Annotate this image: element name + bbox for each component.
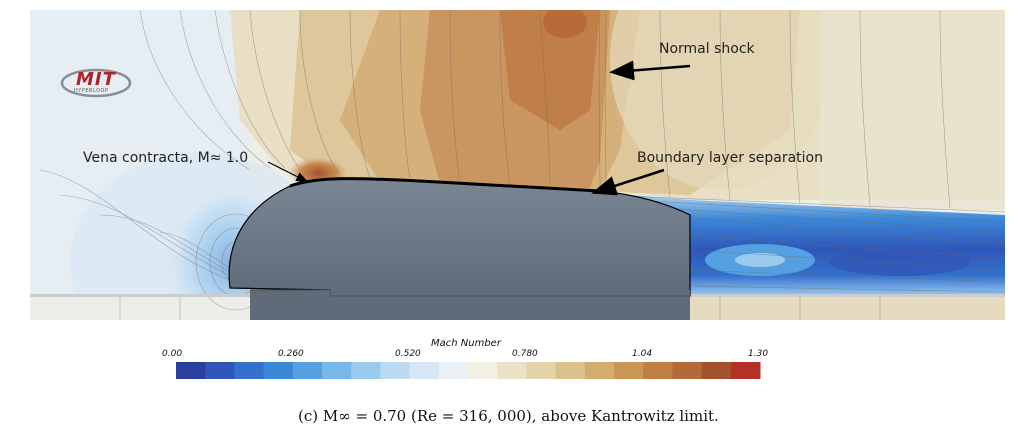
- logo-swoosh-icon: [60, 68, 132, 98]
- colorbar-swatch: [234, 362, 265, 379]
- colorbar-swatch: [380, 362, 411, 379]
- colorbar-tick: 0.780: [512, 349, 538, 359]
- colorbar-swatch: [263, 362, 294, 379]
- mit-hyperloop-logo: MIT HYPERLOOP: [60, 66, 136, 98]
- colorbar-swatch: [438, 362, 469, 379]
- colorbar-swatch: [730, 362, 761, 379]
- colorbar-swatch: [351, 362, 381, 379]
- vena-contracta-label: Vena contracta, M≈ 1.0: [83, 150, 249, 166]
- colorbar-swatch: [614, 362, 644, 379]
- mach-colorbar: [176, 362, 761, 379]
- colorbar-swatch: [292, 362, 323, 379]
- boundary-layer-arrow: [591, 168, 665, 196]
- colorbar-tick: 1.30: [748, 349, 769, 359]
- logo-text: MIT: [76, 69, 116, 90]
- colorbar-swatch: [526, 362, 557, 379]
- colorbar-swatch: [555, 362, 586, 379]
- colorbar-swatch: [584, 362, 615, 379]
- colorbar-swatch: [176, 362, 206, 379]
- normal-shock-label: Normal shock: [659, 41, 755, 57]
- boundary-layer-label: Boundary layer separation: [637, 150, 823, 166]
- colorbar-swatch: [497, 362, 527, 379]
- colorbar-swatch: [701, 362, 732, 379]
- normal-shock-arrow: [609, 60, 691, 81]
- colorbar-swatch: [409, 362, 440, 379]
- colorbar-swatch: [205, 362, 235, 379]
- colorbar-tick: 0.260: [278, 349, 304, 359]
- colorbar-tick: 1.04: [632, 349, 653, 359]
- logo-subtext: HYPERLOOP: [74, 88, 109, 94]
- colorbar-swatch: [468, 362, 498, 379]
- colorbar-swatch: [322, 362, 352, 379]
- mach-contour-field: [30, 10, 1005, 320]
- figure-caption: (c) M∞ = 0.70 (Re = 316, 000), above Kan…: [298, 407, 719, 425]
- colorbar-swatch: [643, 362, 673, 379]
- colorbar-title: Mach Number: [431, 338, 501, 349]
- colorbar-swatch: [672, 362, 703, 379]
- colorbar-tick: 0.00: [162, 349, 183, 359]
- vena-contracta-arrow: [267, 161, 309, 183]
- colorbar-tick: 0.520: [395, 349, 421, 359]
